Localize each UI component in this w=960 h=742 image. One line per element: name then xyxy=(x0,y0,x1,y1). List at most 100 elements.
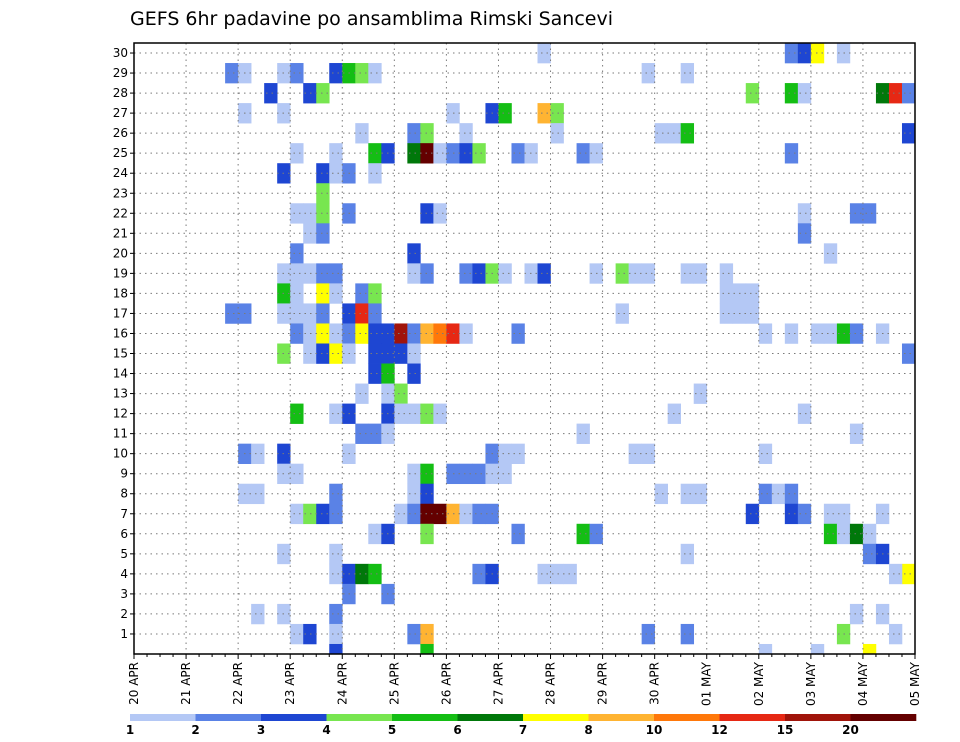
heatmap-cell xyxy=(758,483,773,505)
heatmap-cell xyxy=(537,43,551,64)
heatmap-cell xyxy=(420,143,434,164)
heatmap-cell xyxy=(719,303,734,324)
heatmap-cell xyxy=(719,283,734,304)
heatmap-cell xyxy=(550,563,564,585)
heatmap-cell xyxy=(641,63,655,84)
heatmap-cell xyxy=(459,463,473,485)
heatmap-cell xyxy=(576,143,590,164)
heatmap-cell xyxy=(368,563,382,585)
heatmap-cell xyxy=(355,563,369,585)
colorbar-swatch xyxy=(130,714,196,721)
heatmap-cell xyxy=(784,323,799,344)
y-tick-label: 2 xyxy=(120,607,128,621)
heatmap-cell xyxy=(680,623,695,645)
heatmap-cell xyxy=(303,323,317,344)
heatmap-cell xyxy=(758,443,773,464)
heatmap-cell xyxy=(407,143,421,164)
x-tick-label: 23 APR xyxy=(283,662,297,705)
heatmap-cell xyxy=(420,403,434,424)
y-tick-label: 18 xyxy=(113,286,128,300)
colorbar-swatch xyxy=(654,714,720,721)
heatmap-cell xyxy=(290,203,304,224)
heatmap-cell xyxy=(407,503,421,525)
heatmap-cell xyxy=(290,283,304,304)
colorbar-label: 20 xyxy=(842,723,859,737)
heatmap-cell xyxy=(316,223,330,244)
heatmap-cell xyxy=(329,623,343,645)
heatmap-cell xyxy=(368,423,382,444)
heatmap-cell xyxy=(407,623,421,645)
heatmap-cell xyxy=(784,43,799,64)
heatmap-cell xyxy=(355,323,369,344)
x-tick-label: 22 APR xyxy=(231,662,245,705)
colorbar-label: 12 xyxy=(711,723,728,737)
heatmap-cell xyxy=(641,443,655,464)
x-tick-label: 26 APR xyxy=(439,662,453,705)
heatmap-cell xyxy=(329,503,343,525)
colorbar-label: 10 xyxy=(646,723,663,737)
heatmap-cell xyxy=(303,263,317,284)
heatmap-cell xyxy=(472,143,486,164)
colorbar-swatch xyxy=(195,714,262,721)
colorbar-label: 1 xyxy=(126,723,134,737)
y-tick-label: 30 xyxy=(113,46,128,60)
y-tick-label: 8 xyxy=(120,487,128,501)
heatmap-cell xyxy=(797,203,812,224)
heatmap-cell xyxy=(680,543,695,565)
heatmap-cell xyxy=(537,103,551,124)
x-tick-label: 01 MAY xyxy=(700,661,714,706)
heatmap-cell xyxy=(849,423,864,444)
x-tick-label: 05 MAY xyxy=(908,661,922,706)
colorbar-label: 5 xyxy=(388,723,396,737)
heatmap-cell xyxy=(680,263,695,284)
plot-frame xyxy=(133,42,916,655)
heatmap-cell xyxy=(654,123,668,144)
heatmap-cell xyxy=(745,83,760,104)
heatmap-cell xyxy=(680,483,695,505)
colorbar-label: 6 xyxy=(453,723,461,737)
heatmap-cell xyxy=(316,323,330,344)
heatmap-cell xyxy=(472,503,486,525)
heatmap-cell xyxy=(303,203,317,224)
heatmap-cell xyxy=(368,63,382,84)
x-tick-label: 25 APR xyxy=(387,662,401,705)
colorbar-swatch xyxy=(392,714,458,721)
heatmap-cell xyxy=(329,283,343,304)
y-tick-label: 12 xyxy=(113,407,128,421)
colorbar-swatch xyxy=(719,714,786,721)
y-tick-label: 20 xyxy=(113,246,128,260)
heatmap-cell xyxy=(849,203,864,224)
heatmap-cell xyxy=(394,343,408,364)
heatmap-cell xyxy=(797,83,812,104)
x-tick-label: 30 APR xyxy=(648,662,662,705)
heatmap-cell xyxy=(355,303,369,324)
heatmap-cell xyxy=(901,83,916,104)
heatmap-cell xyxy=(784,143,799,164)
heatmap-cell xyxy=(420,263,434,284)
heatmap-cell xyxy=(420,643,434,655)
heatmap-cell xyxy=(420,503,434,525)
heatmap-cell xyxy=(719,263,734,284)
heatmap-cell xyxy=(329,263,343,284)
heatmap-cell xyxy=(433,203,447,224)
heatmap-cell xyxy=(355,423,369,444)
heatmap-cell xyxy=(407,323,421,344)
heatmap-cell xyxy=(329,643,343,655)
heatmap-cell xyxy=(290,143,304,164)
heatmap-cell xyxy=(329,483,343,505)
heatmap-cell xyxy=(641,263,655,284)
x-axis: 20 APR 21 APR 22 APR 23 APR 24 APR 25 APR 26 A… xyxy=(127,654,922,706)
chart-title: GEFS 6hr padavine po ansamblima Rimski S… xyxy=(130,8,613,30)
heatmap-cell xyxy=(784,503,799,525)
heatmap-cell xyxy=(316,503,330,525)
colorbar-label: 7 xyxy=(519,723,527,737)
heatmap-cell xyxy=(303,83,317,104)
heatmap-cell xyxy=(290,503,304,525)
heatmap-cell xyxy=(368,143,382,164)
x-tick-label: 02 MAY xyxy=(752,661,766,706)
colorbar-label: 8 xyxy=(584,723,592,737)
heatmap-cell xyxy=(797,503,812,525)
colorbar-swatch xyxy=(326,714,393,721)
heatmap-cell xyxy=(407,123,421,144)
